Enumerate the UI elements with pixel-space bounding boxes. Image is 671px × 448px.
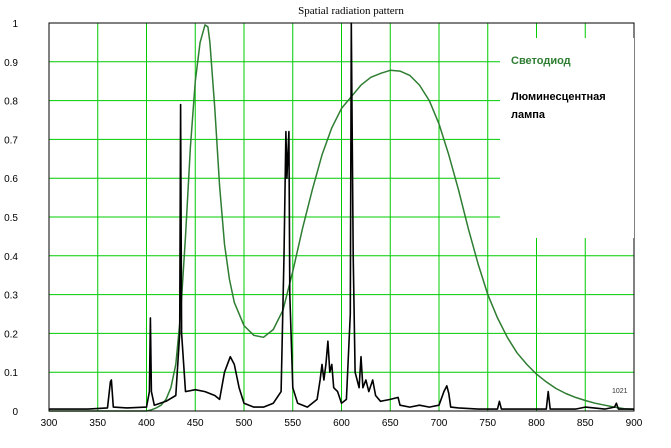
legend-entry-led: Светодиод	[511, 55, 571, 67]
series-line-led	[49, 24, 635, 412]
legend-background	[500, 38, 634, 238]
x-tick-label: 650	[382, 418, 399, 429]
legend-entry-fluorescent-lamp-line-2: лампа	[511, 109, 546, 121]
x-tick-label: 500	[236, 418, 253, 429]
y-tick-label: 0.9	[4, 58, 18, 69]
chart-title: Spatial radiation pattern	[298, 5, 404, 17]
legend-entry-fluorescent-lamp-line-1: Люминесцентная	[511, 91, 606, 103]
x-tick-label: 300	[41, 418, 58, 429]
y-tick-label: 0.6	[4, 174, 18, 185]
y-tick-label: 0.4	[4, 252, 18, 263]
axes-layer: 300 350 400 450 500 550 600 650 700 750 800 850 900 0…	[4, 19, 643, 429]
y-tick-label: 0.8	[4, 97, 18, 108]
x-tick-label: 800	[528, 418, 545, 429]
y-tick-label: 0	[12, 407, 18, 418]
x-tick-label: 450	[187, 418, 204, 429]
x-tick-label: 350	[89, 418, 106, 429]
x-tick-label: 550	[284, 418, 301, 429]
x-tick-label: 400	[138, 418, 155, 429]
x-tick-label: 900	[626, 418, 643, 429]
y-tick-label: 0.1	[4, 368, 18, 379]
x-tick-label: 700	[431, 418, 448, 429]
legend: Светодиод Люминесцентная лампа	[500, 38, 634, 238]
series-line-fluorescent-lamp	[49, 22, 634, 410]
corner-note: 1021	[612, 388, 628, 395]
x-tick-label: 850	[577, 418, 594, 429]
legend-entry-fluorescent-lamp: Люминесцентная лампа	[511, 91, 609, 121]
y-tick-label: 0.5	[4, 213, 18, 224]
x-tick-label: 750	[479, 418, 496, 429]
y-tick-label: 0.3	[4, 291, 18, 302]
y-tick-label: 0.2	[4, 329, 18, 340]
y-tick-label: 0.7	[4, 135, 18, 146]
x-tick-label: 600	[333, 418, 350, 429]
series-layer	[49, 22, 635, 412]
y-tick-label: 1	[12, 19, 18, 30]
